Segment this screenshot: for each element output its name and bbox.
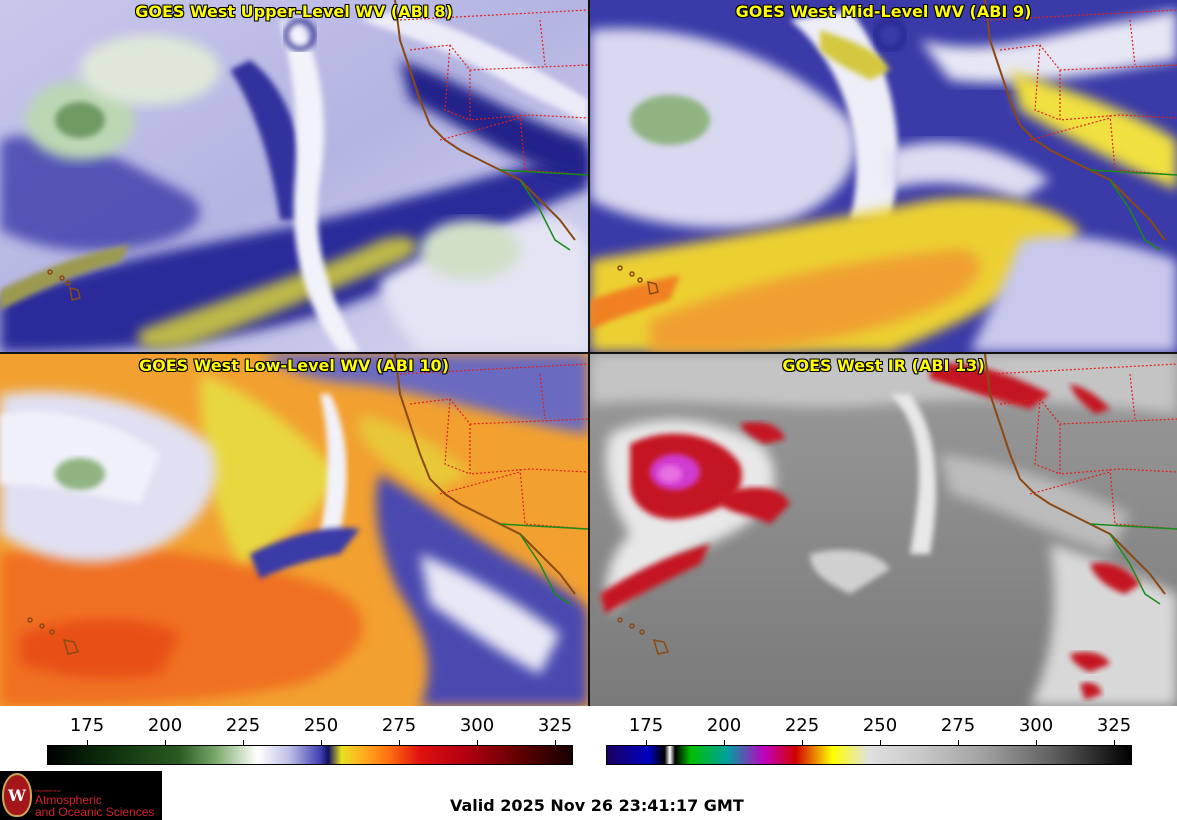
panel-title-upper-wv: GOES West Upper-Level WV (ABI 8) [135,2,453,21]
uw-aos-logo[interactable]: W Department of Atmospheric and Oceanic … [0,771,162,820]
ir-tick-325 [1114,740,1115,745]
wv-tick-label: 175 [69,715,105,736]
panel-upper-level-wv: GOES West Upper-Level WV (ABI 8) [0,0,588,352]
wv-colorbar [47,745,573,765]
mid-level-wv-image [590,0,1177,352]
wv-tick-325 [555,740,556,745]
wv-tick-250 [321,740,322,745]
panel-divider-horizontal [0,352,1177,354]
logo-name-line1: Atmospheric [35,793,102,807]
wv-tick-200 [165,740,166,745]
logo-name-line2: and Oceanic Sciences [35,805,155,819]
wv-tick-label: 275 [381,715,417,736]
ir-tick-175 [646,740,647,745]
ir-tick-225 [802,740,803,745]
ir-tick-300 [1036,740,1037,745]
ir-tick-200 [724,740,725,745]
wv-tick-label: 300 [459,715,495,736]
panel-title-low-wv: GOES West Low-Level WV (ABI 10) [138,356,449,375]
low-level-wv-image [0,354,588,706]
wv-tick-label: 250 [303,715,339,736]
panel-ir: GOES West IR (ABI 13) [590,354,1177,706]
wv-tick-275 [399,740,400,745]
ir-tick-275 [958,740,959,745]
ir-tick-label: 325 [1096,715,1132,736]
wv-tick-300 [477,740,478,745]
ir-tick-label: 200 [706,715,742,736]
panel-mid-level-wv: GOES West Mid-Level WV (ABI 9) [590,0,1177,352]
ir-colorbar [606,745,1132,765]
upper-level-wv-image [0,0,588,352]
panel-title-ir: GOES West IR (ABI 13) [782,356,985,375]
wv-tick-label: 200 [147,715,183,736]
logo-dept-line: Department of [35,788,61,793]
panel-title-mid-wv: GOES West Mid-Level WV (ABI 9) [735,2,1032,21]
ir-image [590,354,1177,706]
wv-tick-label: 325 [537,715,573,736]
ir-tick-label: 275 [940,715,976,736]
wv-tick-label: 225 [225,715,261,736]
ir-tick-250 [880,740,881,745]
panel-low-level-wv: GOES West Low-Level WV (ABI 10) [0,354,588,706]
ir-tick-label: 175 [628,715,664,736]
valid-time-label: Valid 2025 Nov 26 23:41:17 GMT [450,796,744,815]
uw-seal-icon: W [2,773,32,817]
wv-tick-175 [87,740,88,745]
ir-tick-label: 250 [862,715,898,736]
ir-tick-label: 300 [1018,715,1054,736]
ir-tick-label: 225 [784,715,820,736]
wv-tick-225 [243,740,244,745]
